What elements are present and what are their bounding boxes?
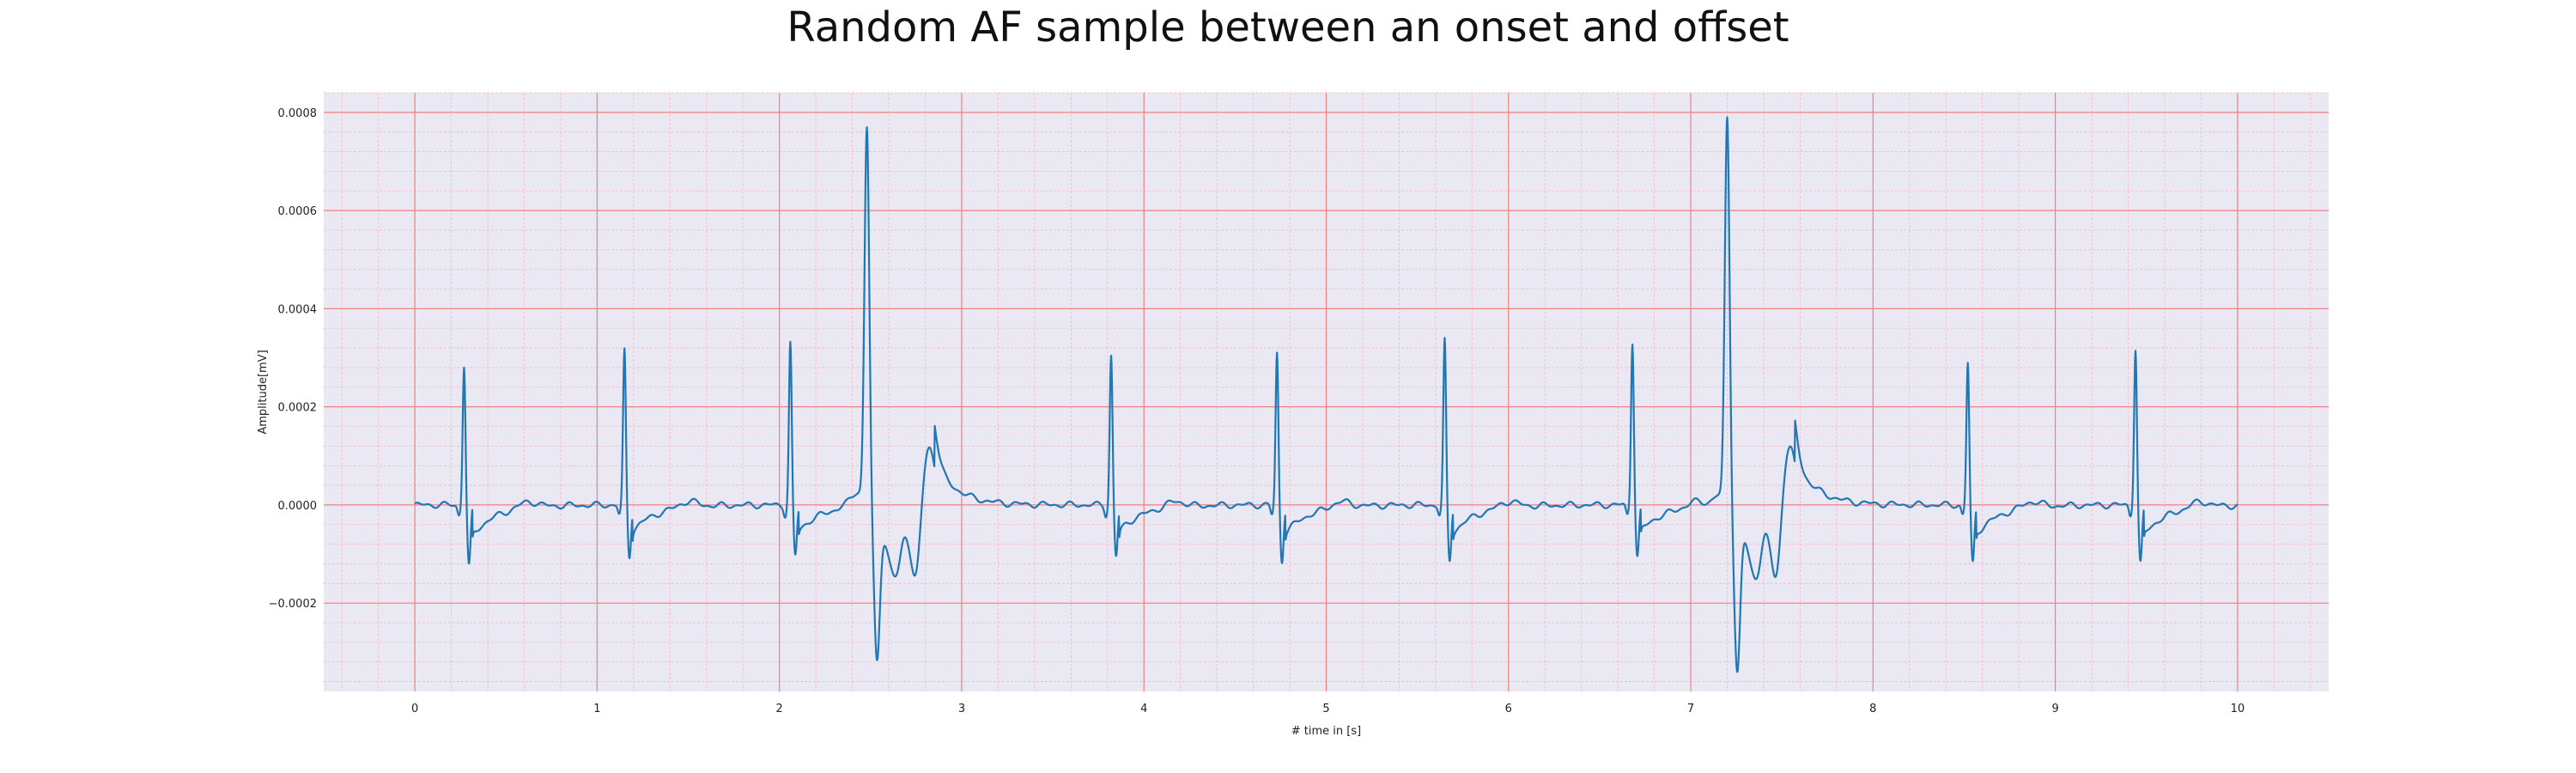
- major-grid: [324, 93, 2329, 691]
- x-tick-label: 3: [958, 703, 965, 715]
- x-tick-label: 5: [1322, 703, 1329, 715]
- chart-title: Random AF sample between an onset and of…: [787, 3, 1789, 52]
- y-tick-label: 0.0004: [278, 303, 318, 316]
- y-tick-label: 0.0002: [278, 402, 318, 415]
- y-tick-labels: −0.0002 0.0000 0.0002 0.0004 0.0006 0.0008: [269, 107, 317, 611]
- x-tick-label: 1: [593, 703, 600, 715]
- x-tick-label: 9: [2051, 703, 2058, 715]
- x-tick-labels: 0 1 2 3 4 5 6 7 8 9 10: [411, 703, 2245, 715]
- x-tick-label: 6: [1505, 703, 1512, 715]
- y-tick-label: 0.0000: [278, 500, 318, 513]
- y-tick-label: 0.0008: [278, 107, 318, 120]
- x-tick-label: 4: [1140, 703, 1147, 715]
- x-tick-label: 0: [411, 703, 418, 715]
- series-line-ecg: [414, 116, 2239, 673]
- x-tick-label: 2: [776, 703, 783, 715]
- x-tick-label: 7: [1687, 703, 1694, 715]
- x-tick-label: 8: [1869, 703, 1876, 715]
- series-layer: [414, 116, 2239, 673]
- x-axis-label: # time in [s]: [1291, 725, 1361, 738]
- y-tick-label: −0.0002: [269, 598, 317, 611]
- y-tick-label: 0.0006: [278, 205, 318, 218]
- x-tick-label: 10: [2231, 703, 2245, 715]
- y-axis-label: Amplitude[mV]: [257, 350, 270, 434]
